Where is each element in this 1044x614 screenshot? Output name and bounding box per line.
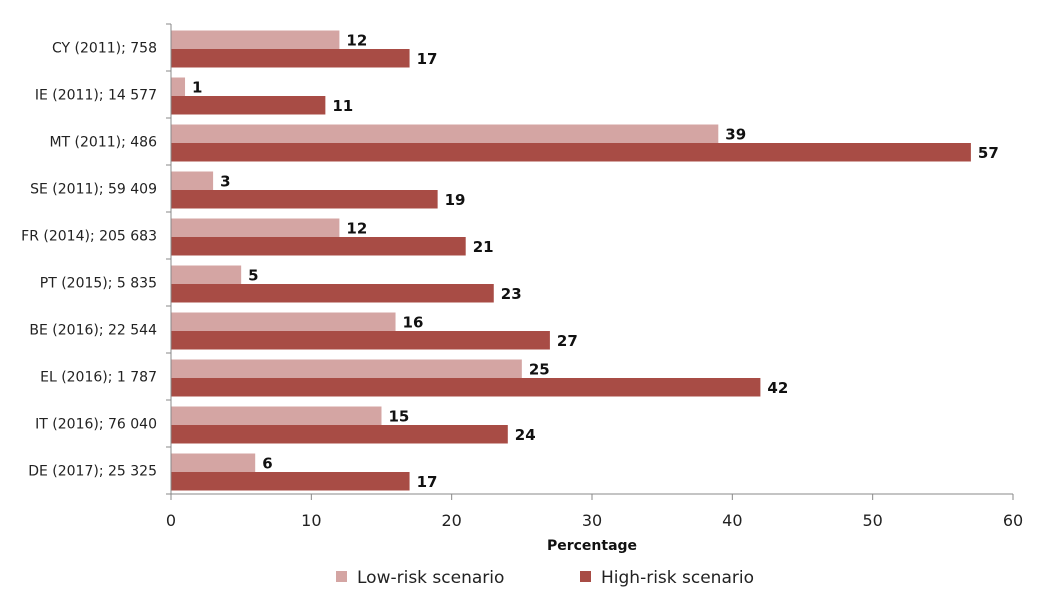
data-label: 1 (192, 78, 202, 96)
legend: Low-risk scenario High-risk scenario (336, 568, 754, 588)
data-label: 6 (262, 454, 272, 472)
data-label: 21 (473, 238, 494, 256)
data-label: 17 (417, 473, 438, 491)
bar-low-risk (171, 30, 340, 49)
category-label: SE (2011); 59 409 (30, 182, 157, 198)
data-label: 5 (248, 266, 258, 284)
bar-high-risk (171, 472, 410, 491)
legend-label-high-risk: High-risk scenario (601, 568, 754, 588)
data-label: 11 (332, 97, 353, 115)
bars-layer (171, 30, 971, 491)
data-label: 17 (417, 50, 438, 68)
bar-high-risk (171, 143, 971, 162)
x-tick-label: 0 (166, 511, 176, 530)
x-tick-label: 30 (582, 511, 602, 530)
legend-label-low-risk: Low-risk scenario (357, 568, 504, 588)
bar-high-risk (171, 378, 761, 397)
bar-high-risk (171, 284, 494, 303)
category-label: BE (2016); 22 544 (29, 323, 157, 339)
bar-low-risk (171, 406, 382, 425)
data-label: 15 (389, 407, 410, 425)
data-label: 12 (346, 31, 367, 49)
category-label: DE (2017); 25 325 (28, 464, 157, 480)
bar-high-risk (171, 237, 466, 256)
data-label: 19 (445, 191, 466, 209)
x-tick-label: 20 (441, 511, 461, 530)
data-label: 16 (403, 313, 424, 331)
data-label: 42 (767, 379, 788, 397)
data-label: 25 (529, 360, 550, 378)
bar-high-risk (171, 425, 508, 444)
legend-swatch-low-risk (336, 571, 347, 582)
bar-low-risk (171, 312, 396, 331)
bar-low-risk (171, 171, 214, 190)
axis-layer: 0 10 20 30 40 50 60 (166, 23, 1023, 530)
bar-high-risk (171, 96, 326, 115)
category-label: IE (2011); 14 577 (35, 88, 157, 104)
data-label: 57 (978, 144, 999, 162)
bar-low-risk (171, 124, 719, 143)
x-tick-label: 40 (722, 511, 742, 530)
bar-low-risk (171, 77, 186, 96)
category-label: IT (2016); 76 040 (35, 417, 157, 433)
data-label: 39 (725, 125, 746, 143)
bar-low-risk (171, 453, 256, 472)
category-label: PT (2015); 5 835 (40, 276, 157, 292)
bar-low-risk (171, 359, 522, 378)
x-tick-label: 50 (862, 511, 882, 530)
data-label: 12 (346, 219, 367, 237)
category-label: FR (2014); 205 683 (21, 229, 157, 245)
data-label: 23 (501, 285, 522, 303)
category-label: MT (2011); 486 (49, 135, 157, 151)
data-label: 27 (557, 332, 578, 350)
bar-low-risk (171, 265, 242, 284)
bar-low-risk (171, 218, 340, 237)
legend-swatch-high-risk (580, 571, 591, 582)
x-tick-label: 10 (301, 511, 321, 530)
bar-high-risk (171, 49, 410, 68)
bar-high-risk (171, 331, 550, 350)
x-tick-label: 60 (1003, 511, 1023, 530)
bar-high-risk (171, 190, 438, 209)
x-axis-title: Percentage (547, 538, 637, 554)
data-label: 24 (515, 426, 536, 444)
category-label: EL (2016); 1 787 (40, 370, 157, 386)
category-label: CY (2011); 758 (52, 41, 157, 57)
data-label: 3 (220, 172, 230, 190)
